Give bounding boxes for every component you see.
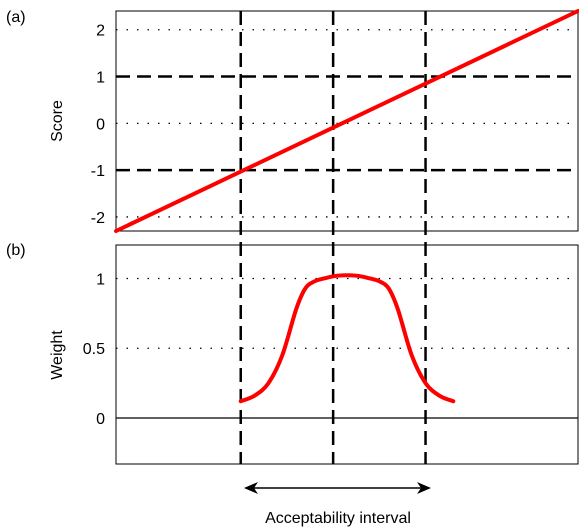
y-tick-label: 2 xyxy=(96,23,105,40)
y-tick-label: 0 xyxy=(96,411,105,428)
panel-label-b: (b) xyxy=(6,242,26,259)
panel-a: 2 1 0 -1 -2 xyxy=(91,10,579,232)
y-tick-label: -1 xyxy=(91,163,105,180)
y-tick-label: -2 xyxy=(91,210,105,227)
y-tick-label: 0 xyxy=(96,116,105,133)
y-tick-label: 0.5 xyxy=(83,341,105,358)
y-axis-label-weight: Weight xyxy=(49,330,66,380)
acceptability-interval-label: Acceptability interval xyxy=(265,510,411,527)
acceptability-interval-arrow xyxy=(244,482,431,494)
panel-b: 10.50 xyxy=(83,244,579,465)
plot-frame-b xyxy=(115,244,579,465)
weight-series-line xyxy=(238,273,456,404)
y-tick-label: 1 xyxy=(96,70,105,87)
y-tick-label: 1 xyxy=(96,271,105,288)
y-axis-label-score: Score xyxy=(49,100,66,142)
score-series-line xyxy=(114,9,579,233)
panel-label-a: (a) xyxy=(6,9,26,26)
plot-frame-a xyxy=(115,10,579,232)
